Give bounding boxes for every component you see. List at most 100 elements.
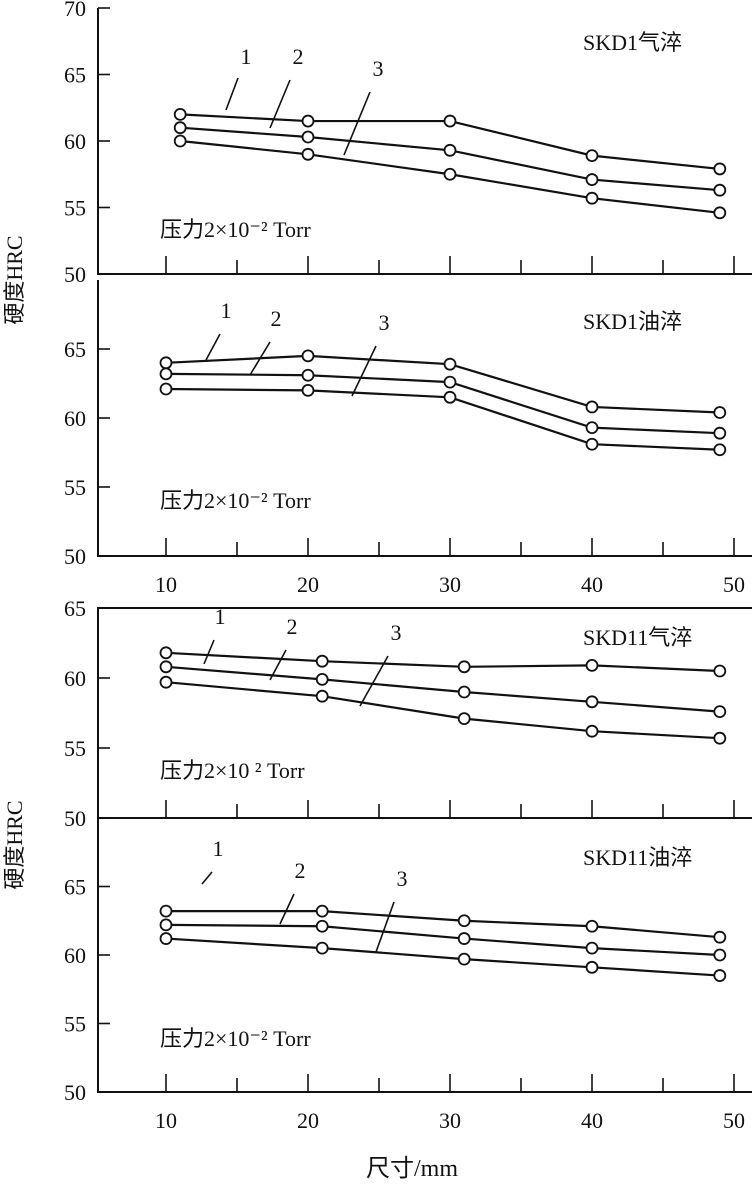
series-leader-line (279, 893, 295, 925)
x-tick-label: 10 (155, 572, 177, 597)
series-leader-line (203, 639, 215, 665)
data-point (159, 660, 173, 674)
data-point (159, 367, 173, 381)
series-line-2 (165, 372, 720, 435)
data-point (713, 183, 727, 197)
series-label-1: 1 (221, 298, 232, 323)
series-leader-line (351, 345, 377, 397)
data-point (585, 695, 599, 709)
data-point (159, 675, 173, 689)
data-point (159, 918, 173, 932)
series-leader-line (359, 655, 389, 707)
data-point (713, 664, 727, 678)
data-point (457, 914, 471, 928)
series-leader-line (269, 79, 291, 129)
x-axis-label: 尺寸/mm (366, 1155, 458, 1182)
series-line-1 (165, 651, 720, 673)
series-leader-line (205, 333, 221, 361)
data-point (315, 919, 329, 933)
series-leader-line (375, 901, 395, 953)
data-point (315, 904, 329, 918)
y-tick-label: 50 (64, 262, 86, 287)
series-leader-line (343, 91, 371, 156)
data-point (301, 130, 315, 144)
y-tick-label: 55 (64, 475, 86, 500)
data-point (713, 705, 727, 718)
series-label-1: 1 (241, 44, 252, 69)
series-line-1 (165, 354, 720, 414)
data-point (713, 443, 727, 457)
data-point (585, 659, 599, 672)
data-point (159, 904, 173, 918)
pressure-note: 压力2×10⁻² Torr (160, 217, 311, 242)
data-point (713, 162, 727, 176)
data-point (713, 969, 727, 982)
x-tick-label: 40 (581, 1108, 603, 1133)
data-point (315, 654, 329, 668)
data-point (159, 382, 173, 396)
pressure-note: 压力2×10⁻² Torr (160, 488, 311, 513)
series-leader-line (249, 341, 271, 376)
data-point (585, 919, 599, 933)
y-tick-label: 65 (64, 63, 86, 88)
y-tick-label: 55 (64, 196, 86, 221)
data-point (457, 685, 471, 699)
series-leader-line (201, 871, 213, 885)
y-tick-label: 70 (64, 0, 86, 21)
x-tick-label: 30 (439, 1108, 461, 1133)
series-label-1: 1 (213, 836, 224, 861)
x-tick-label: 30 (439, 572, 461, 597)
data-point (315, 941, 329, 955)
series-line-2 (180, 126, 720, 192)
pressure-note: 压力2×10 ² Torr (160, 758, 305, 783)
data-point (159, 646, 173, 660)
y-tick-label: 55 (64, 736, 86, 761)
series-line-3 (165, 937, 720, 977)
series-label-3: 3 (391, 620, 402, 645)
x-tick-label: 50 (723, 572, 745, 597)
data-point (457, 932, 471, 945)
data-point (713, 731, 727, 745)
y-tick-label: 60 (64, 943, 86, 968)
data-point (301, 114, 315, 128)
y-axis-label-top: 硬度HRC (2, 235, 27, 324)
data-point (301, 349, 315, 363)
data-point (443, 143, 457, 157)
series-label-2: 2 (295, 858, 306, 883)
y-tick-label: 50 (64, 544, 86, 569)
data-point (585, 149, 599, 163)
series-label-3: 3 (379, 310, 390, 335)
data-point (173, 108, 187, 121)
series-label-1: 1 (215, 604, 226, 629)
data-point (713, 930, 727, 944)
data-point (443, 167, 457, 181)
x-tick-label: 20 (297, 572, 319, 597)
panel-title: SKD1气淬 (583, 30, 682, 55)
series-label-3: 3 (373, 56, 384, 81)
data-point (585, 421, 599, 435)
y-tick-label: 65 (64, 337, 86, 362)
data-point (585, 400, 599, 414)
series-line-3 (165, 387, 720, 451)
data-point (713, 426, 727, 440)
data-point (457, 952, 471, 966)
data-point (159, 356, 173, 370)
data-point (173, 134, 187, 148)
data-point (585, 173, 599, 186)
y-tick-label: 65 (64, 875, 86, 900)
series-label-2: 2 (271, 306, 282, 331)
data-point (713, 206, 727, 220)
y-tick-label: 55 (64, 1012, 86, 1037)
x-tick-label: 10 (155, 1108, 177, 1133)
y-tick-label: 60 (64, 129, 86, 154)
data-point (301, 368, 315, 382)
y-tick-label: 50 (64, 1080, 86, 1105)
data-point (585, 960, 599, 974)
data-point (443, 390, 457, 404)
y-axis-label-bottom: 硬度HRC (2, 800, 27, 889)
data-point (585, 191, 599, 205)
data-point (443, 357, 457, 371)
pressure-note: 压力2×10⁻² Torr (160, 1026, 311, 1051)
data-point (315, 689, 329, 703)
